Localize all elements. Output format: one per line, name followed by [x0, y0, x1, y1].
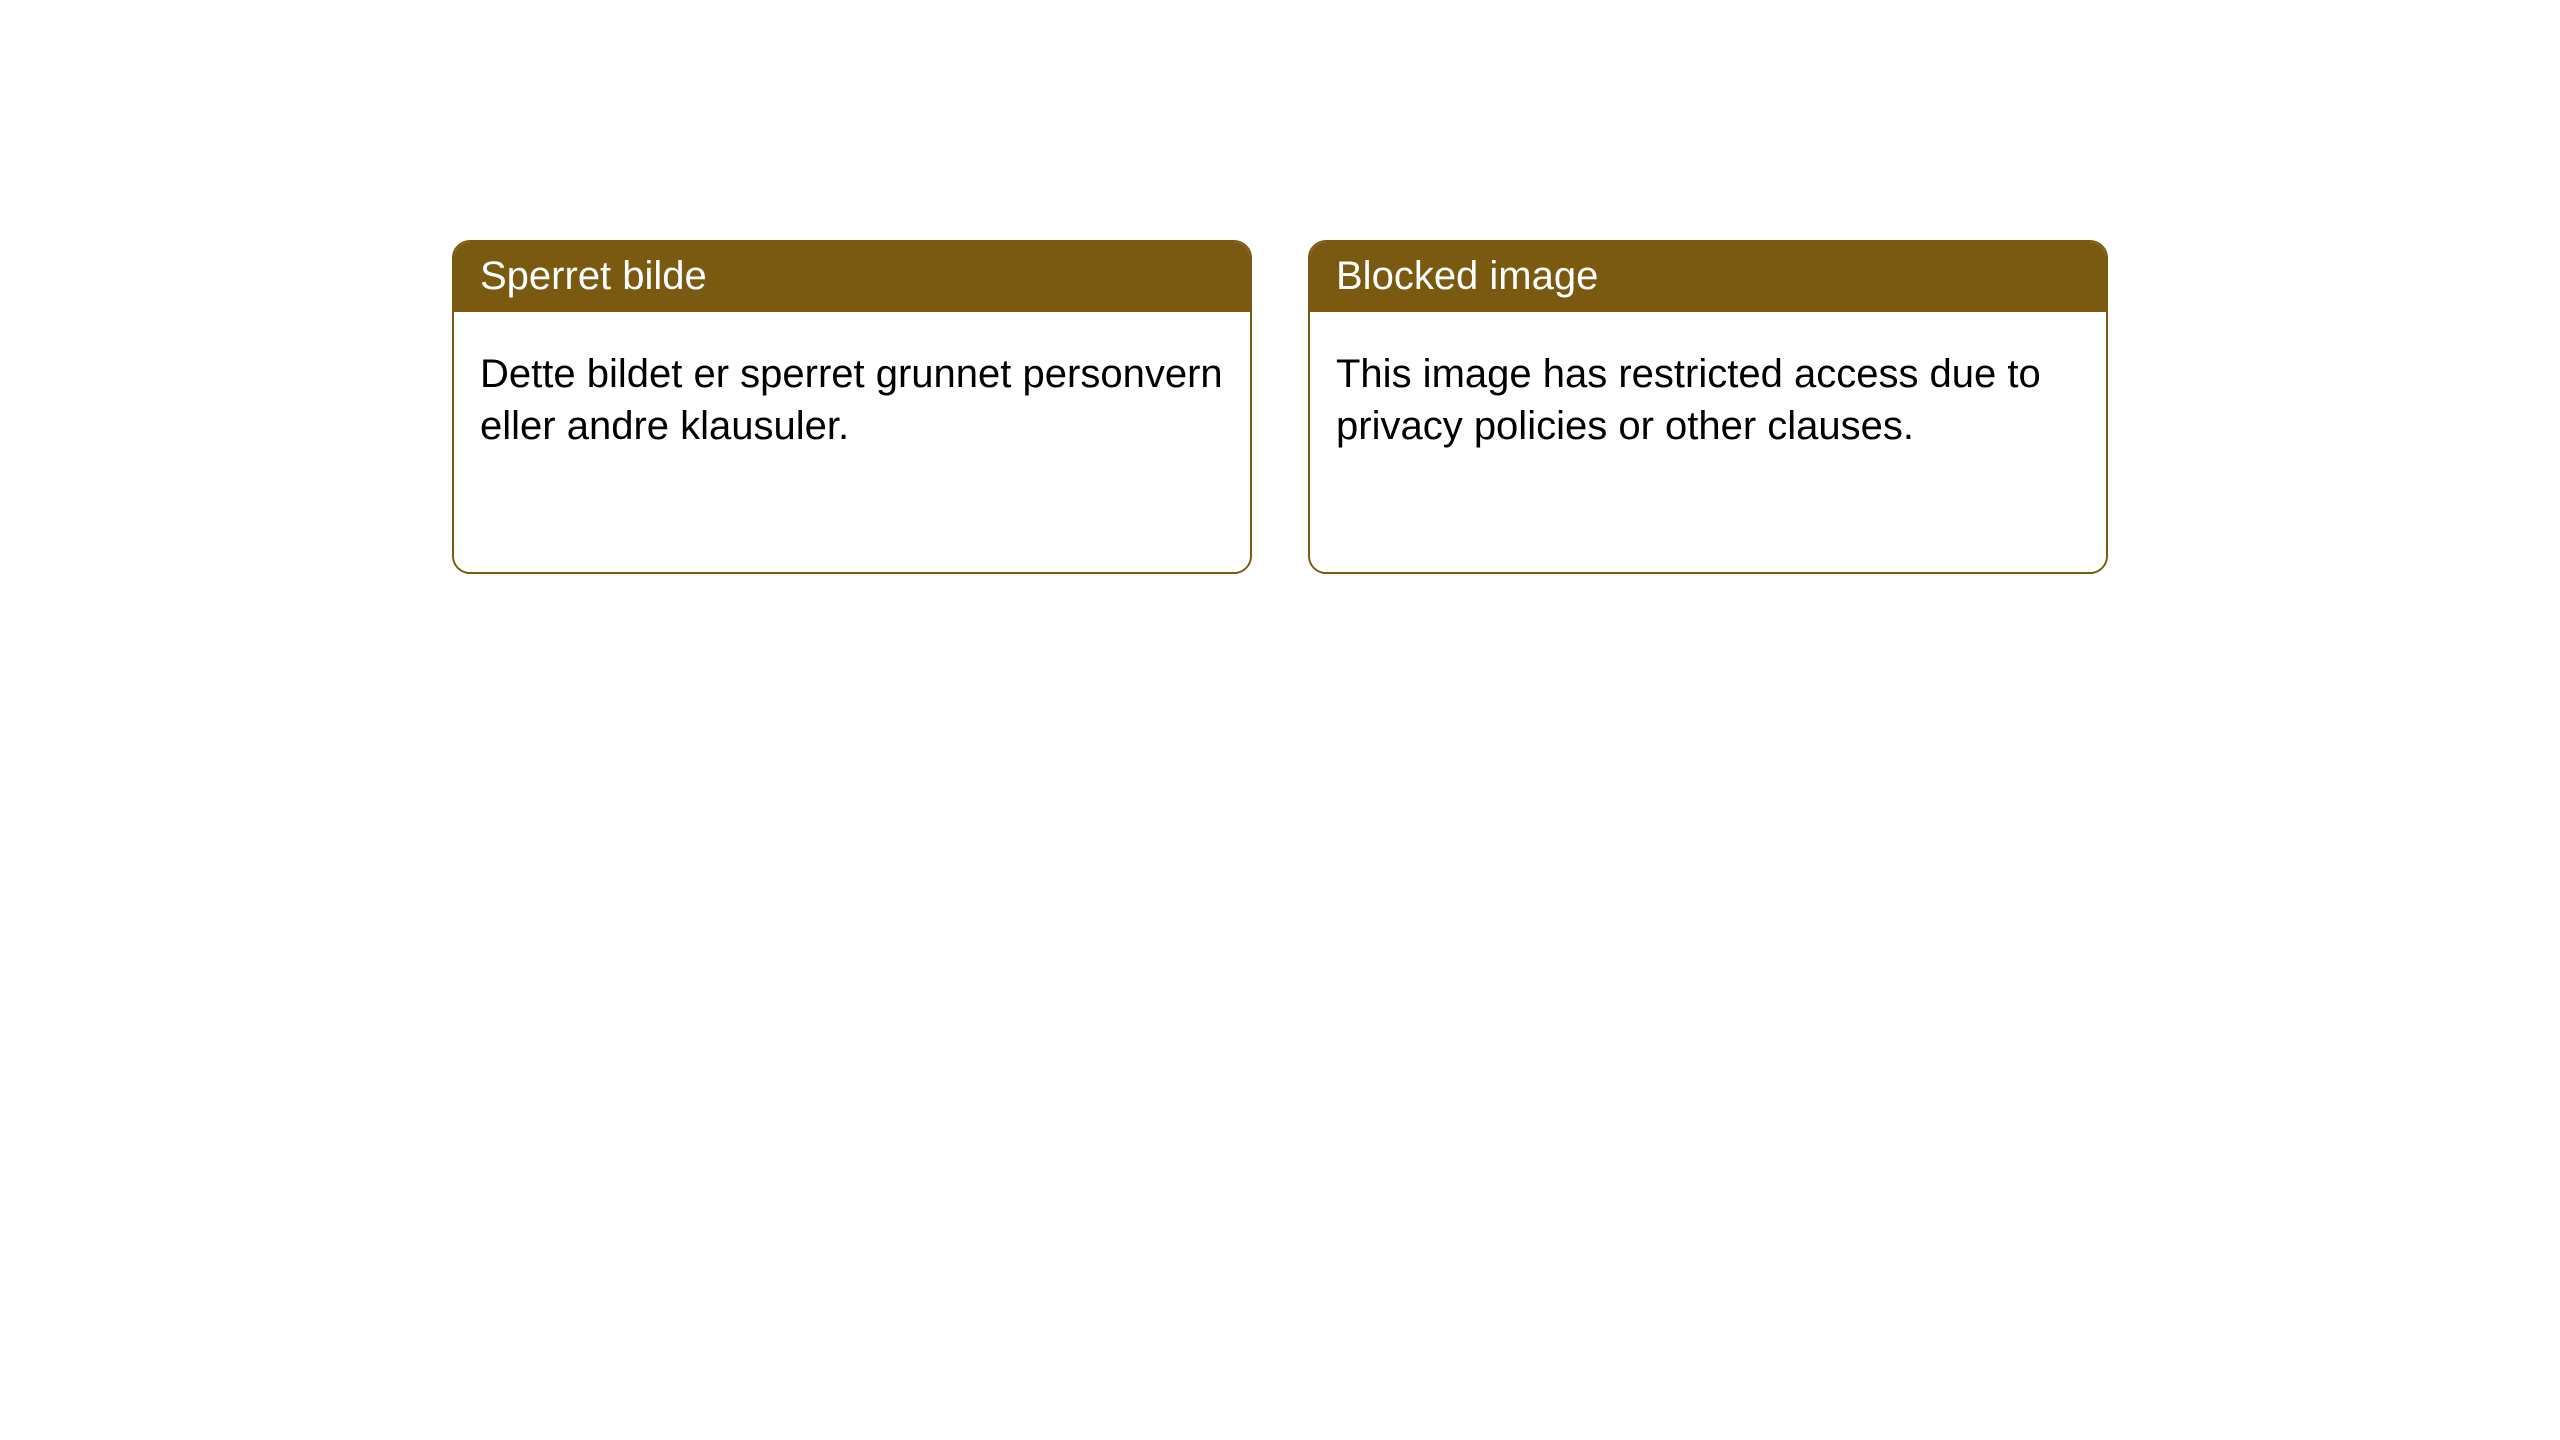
- card-body-text: Dette bildet er sperret grunnet personve…: [480, 352, 1223, 448]
- card-title: Blocked image: [1336, 254, 1598, 298]
- card-body-text: This image has restricted access due to …: [1336, 352, 2041, 448]
- card-body: Dette bildet er sperret grunnet personve…: [454, 312, 1250, 572]
- blocked-image-card-no: Sperret bilde Dette bildet er sperret gr…: [452, 240, 1252, 574]
- card-body: This image has restricted access due to …: [1310, 312, 2106, 572]
- card-header: Sperret bilde: [454, 242, 1250, 312]
- card-container: Sperret bilde Dette bildet er sperret gr…: [452, 240, 2108, 574]
- blocked-image-card-en: Blocked image This image has restricted …: [1308, 240, 2108, 574]
- card-header: Blocked image: [1310, 242, 2106, 312]
- card-title: Sperret bilde: [480, 254, 707, 298]
